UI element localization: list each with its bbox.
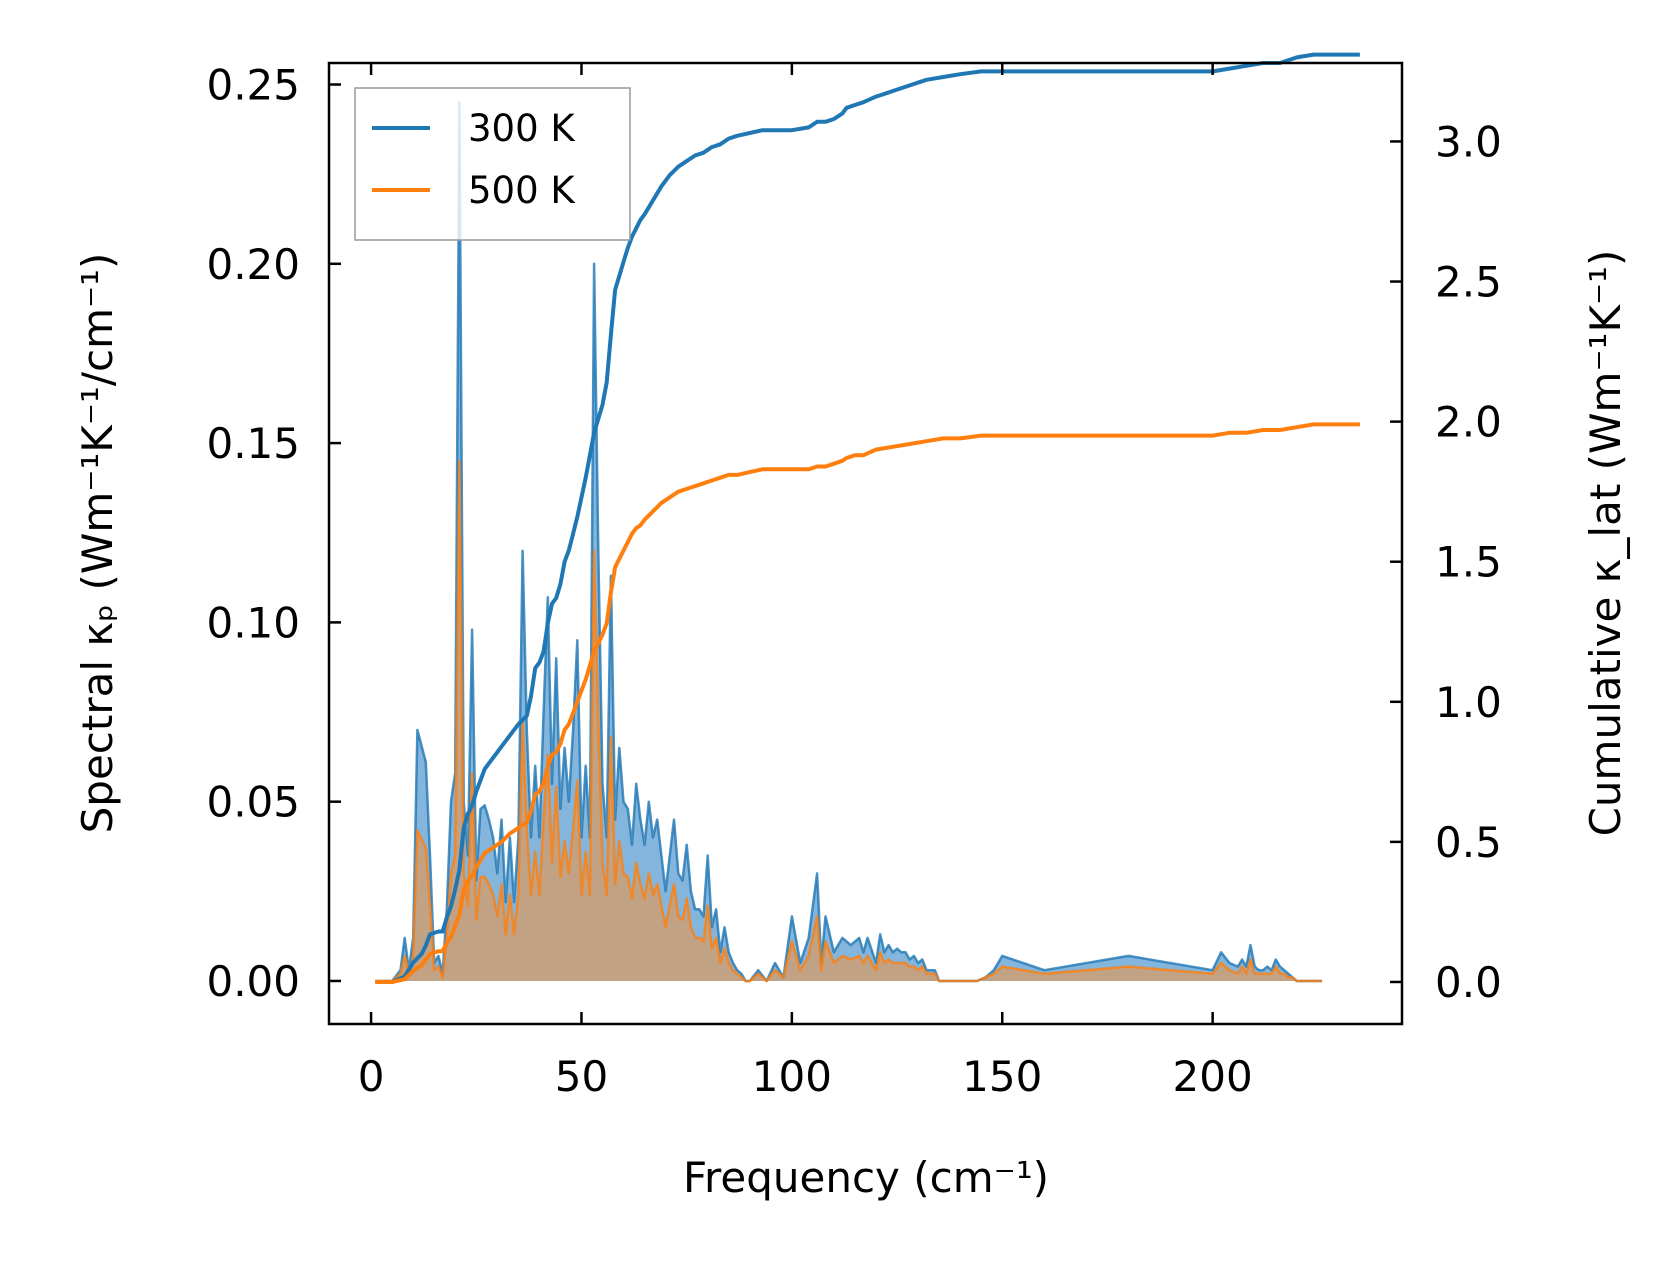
right-y-tick-label: 0.0 (1435, 958, 1502, 1007)
spectral-line-500k (375, 459, 1323, 983)
right-y-tick-label: 1.5 (1435, 538, 1502, 587)
x-axis-label: Frequency (cm⁻¹) (683, 1153, 1049, 1202)
x-axis-ticks: 0 50 100 150 200 (358, 63, 1253, 1101)
right-y-tick-label: 0.5 (1435, 818, 1502, 867)
left-y-axis-label: Spectral κₚ (Wm⁻¹K⁻¹/cm⁻¹) (73, 253, 122, 834)
left-y-axis-ticks: 0.00 0.05 0.10 0.15 0.20 0.25 (206, 61, 341, 1006)
spectral-lines (375, 101, 1323, 983)
right-y-tick-label: 2.5 (1435, 258, 1502, 307)
x-tick-label: 100 (752, 1052, 832, 1101)
legend-label-300k: 300 K (468, 107, 576, 150)
left-y-tick-label: 0.15 (206, 419, 300, 468)
cumulative-lines (375, 52, 1360, 984)
left-y-tick-label: 0.00 (206, 957, 300, 1006)
cumulative-line-500k (375, 422, 1360, 984)
x-tick-label: 150 (962, 1052, 1042, 1101)
right-y-axis-ticks: 0.0 0.5 1.0 1.5 2.0 2.5 3.0 (1390, 117, 1502, 1007)
x-tick-label: 0 (358, 1052, 385, 1101)
plot-frame (327, 61, 1404, 1026)
left-y-tick-label: 0.20 (206, 240, 300, 289)
spectral-line-300k (375, 101, 1323, 983)
left-y-tick-label: 0.25 (206, 61, 300, 110)
cumulative-line-300k (375, 52, 1360, 984)
right-y-tick-label: 3.0 (1435, 117, 1502, 166)
left-y-tick-label: 0.10 (206, 598, 300, 647)
right-y-axis-label: Cumulative κ_lat (Wm⁻¹K⁻¹) (1581, 250, 1630, 837)
legend: 300 K 500 K (354, 87, 631, 241)
x-tick-label: 200 (1173, 1052, 1253, 1101)
legend-box (354, 87, 631, 241)
right-y-tick-label: 1.0 (1435, 678, 1502, 727)
x-tick-label: 50 (555, 1052, 608, 1101)
legend-label-500k: 500 K (468, 169, 576, 212)
spectral-fill-500k (375, 461, 1323, 981)
right-y-tick-label: 2.0 (1435, 398, 1502, 447)
left-y-tick-label: 0.05 (206, 778, 300, 827)
